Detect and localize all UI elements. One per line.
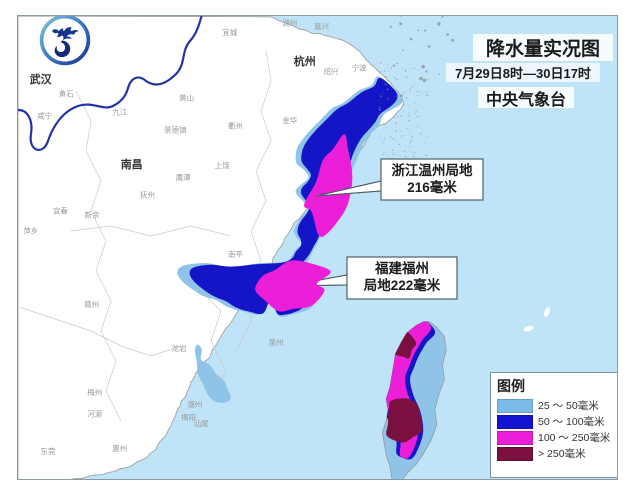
svg-text:金华: 金华	[282, 115, 297, 125]
svg-text:龙岩: 龙岩	[172, 343, 187, 353]
svg-text:景德镇: 景德镇	[164, 124, 187, 134]
svg-text:赣州: 赣州	[84, 299, 99, 309]
svg-text:武汉: 武汉	[30, 72, 53, 86]
svg-text:新余: 新余	[85, 209, 100, 219]
svg-text:浙江温州局地: 浙江温州局地	[392, 162, 473, 178]
svg-text:宁波: 宁波	[352, 62, 367, 72]
svg-text:鹰潭: 鹰潭	[176, 172, 191, 182]
svg-text:湖州: 湖州	[282, 18, 297, 27]
svg-text:萍乡: 萍乡	[23, 225, 38, 235]
svg-text:黄山: 黄山	[179, 92, 194, 102]
svg-text:黄石: 黄石	[59, 89, 74, 99]
svg-text:咸宁: 咸宁	[37, 110, 52, 120]
svg-text:抚州: 抚州	[140, 190, 155, 200]
svg-text:衢州: 衢州	[228, 121, 243, 131]
svg-text:潮州: 潮州	[187, 399, 202, 409]
svg-text:河源: 河源	[87, 410, 102, 419]
svg-text:宜春: 宜春	[53, 206, 68, 216]
svg-text:梅州: 梅州	[87, 387, 102, 397]
svg-text:杭州: 杭州	[294, 54, 316, 68]
svg-text:216毫米: 216毫米	[407, 179, 457, 195]
svg-text:绍兴: 绍兴	[324, 66, 339, 76]
svg-text:汕尾: 汕尾	[194, 418, 209, 428]
svg-text:福建福州: 福建福州	[374, 260, 429, 276]
svg-text:泉州: 泉州	[269, 337, 284, 347]
svg-text:局地222毫米: 局地222毫米	[364, 277, 441, 293]
svg-text:上饶: 上饶	[215, 160, 230, 170]
svg-text:惠州: 惠州	[112, 443, 127, 453]
svg-text:东莞: 东莞	[40, 446, 55, 456]
svg-text:嘉兴: 嘉兴	[314, 21, 329, 31]
svg-text:宜城: 宜城	[222, 27, 237, 37]
svg-text:九江: 九江	[112, 108, 127, 117]
svg-text:南平: 南平	[228, 249, 243, 259]
svg-text:南昌: 南昌	[121, 157, 143, 171]
